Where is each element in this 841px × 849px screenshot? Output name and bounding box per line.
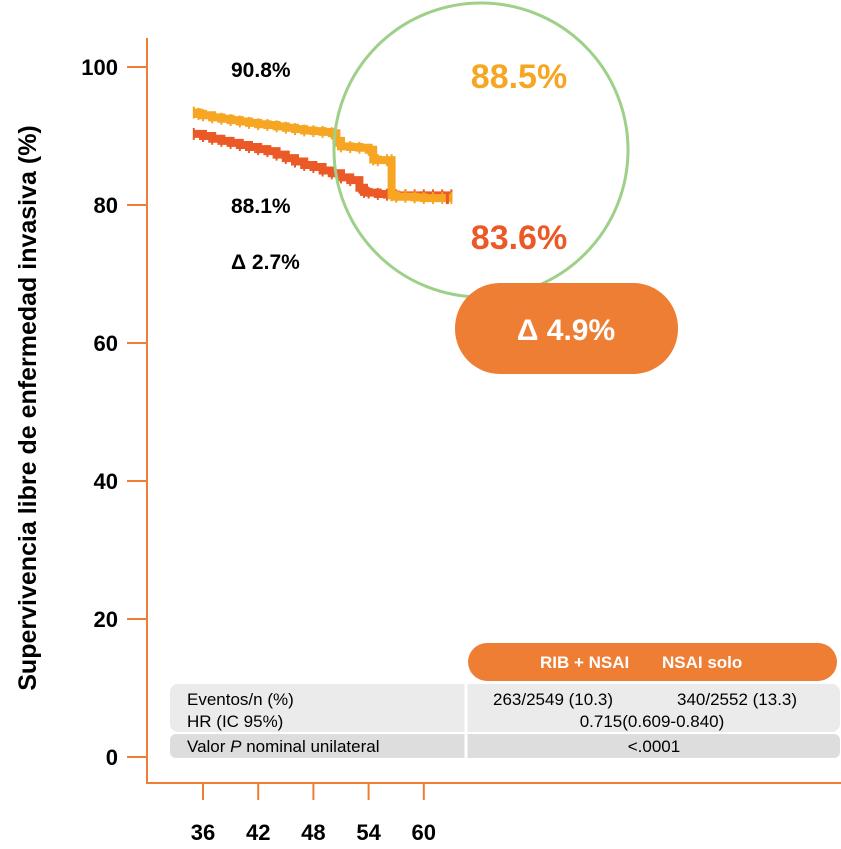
annotation-48-rib: 88.5% — [471, 58, 567, 96]
series-layer — [192, 106, 453, 205]
series-line-rib-nsai — [193, 108, 452, 203]
table-row-hr-label: HR (IC 95%) — [187, 712, 283, 731]
y-tick-label-60: 60 — [94, 331, 118, 356]
table-row-events-label: Eventos/n (%) — [187, 690, 294, 709]
series-rib-nsai — [192, 106, 453, 205]
annotation-48-nsai: 83.6% — [471, 219, 567, 257]
series-nsai-solo — [192, 127, 453, 202]
table-body-bg — [170, 684, 840, 732]
y-tick-label-0: 0 — [106, 745, 118, 770]
table-header-nsai: NSAI solo — [662, 653, 742, 672]
stats-table: RIB + NSAI NSAI solo Eventos/n (%) 263/2… — [170, 643, 840, 758]
table-header-pill — [468, 643, 837, 681]
y-tick-label-100: 100 — [81, 55, 118, 80]
annotation-36-delta: Δ 2.7% — [231, 251, 300, 274]
y-tick-label-80: 80 — [94, 193, 118, 218]
table-row-hr-value: 0.715(0.609-0.840) — [580, 712, 725, 731]
pvalue-label-suffix: nominal unilateral — [242, 737, 380, 756]
x-tick-label-60: 60 — [412, 820, 436, 845]
table-row-pvalue-value: <.0001 — [628, 737, 680, 756]
annotation-36-nsai: 88.1% — [231, 195, 291, 218]
table-row-pvalue-label: Valor P nominal unilateral — [187, 737, 379, 756]
y-tick-label-40: 40 — [94, 469, 118, 494]
delta-pill — [455, 283, 678, 374]
x-tick-label-42: 42 — [246, 820, 270, 845]
x-tick-label-48: 48 — [301, 820, 325, 845]
y-ticks: 0 20 40 60 80 100 — [81, 55, 147, 770]
annotation-36-rib: 90.8% — [231, 59, 291, 82]
pvalue-label-prefix: Valor — [187, 737, 230, 756]
table-pvalue-bg — [170, 734, 840, 758]
table-header-rib: RIB + NSAI — [540, 653, 629, 672]
pvalue-label-italic: P — [230, 737, 242, 756]
table-row-events-nsai: 340/2552 (13.3) — [677, 690, 797, 709]
x-ticks: 36 42 48 54 60 — [191, 783, 436, 845]
x-tick-label-36: 36 — [191, 820, 215, 845]
y-axis-title: Supervivencia libre de enfermedad invasi… — [14, 125, 42, 691]
table-row-events-rib: 263/2549 (10.3) — [493, 690, 613, 709]
annotation-48-delta: Δ 4.9% — [517, 314, 615, 347]
x-tick-label-54: 54 — [356, 820, 381, 845]
y-tick-label-20: 20 — [94, 607, 118, 632]
